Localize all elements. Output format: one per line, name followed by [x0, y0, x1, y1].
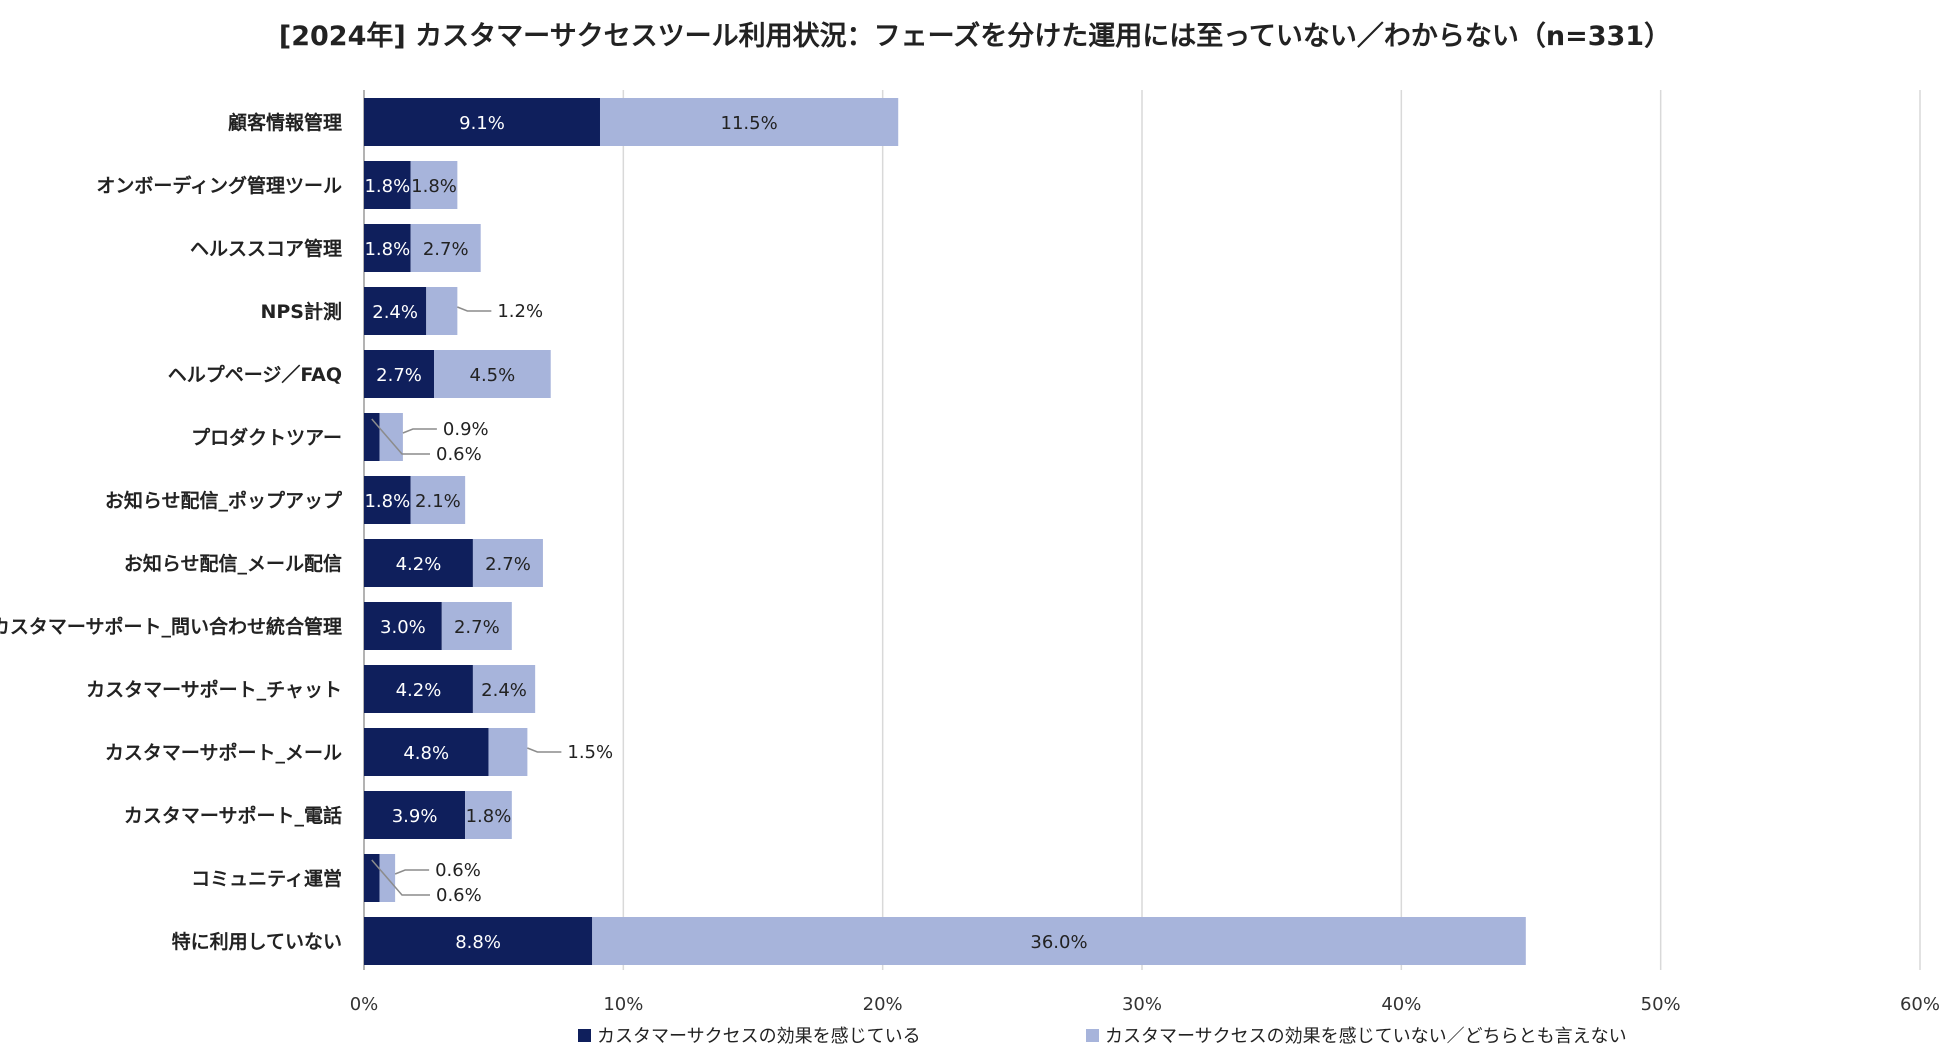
leader-line	[402, 428, 437, 434]
category-label: カスタマーサポート_問い合わせ統合管理	[0, 615, 342, 638]
legend-label-not-effective: カスタマーサクセスの効果を感じていない／どちらとも言えない	[1105, 1026, 1627, 1047]
bar-segment-effective	[364, 917, 593, 965]
bar-chart: 0% 10% 20% 30% 40% 50% 60% 顧客情報管理 9.1% 11.5% オンボーデ…	[0, 90, 1940, 1015]
bar-segment-effective	[364, 350, 435, 398]
data-label-not-effective: 1.2%	[497, 301, 543, 322]
data-label-effective: 2.7%	[376, 365, 422, 386]
bar-segment-not-effective	[592, 917, 1526, 965]
category-label: お知らせ配信_ポップアップ	[105, 489, 343, 512]
bar-segment-not-effective	[472, 665, 536, 713]
data-label-effective: 0.6%	[436, 444, 482, 465]
x-tick-label: 30%	[1122, 994, 1162, 1015]
leader-line	[394, 869, 430, 875]
x-tick-label: 10%	[603, 994, 643, 1015]
category-label: オンボーディング管理ツール	[96, 174, 342, 197]
data-label-not-effective: 2.7%	[485, 554, 531, 575]
category-label: NPS計測	[260, 300, 342, 323]
category-label: 特に利用していない	[172, 931, 342, 953]
data-label-effective: 4.2%	[396, 680, 442, 701]
data-label-effective: 2.4%	[372, 302, 418, 323]
bar-segment-not-effective	[434, 350, 551, 398]
data-label-effective: 3.9%	[392, 806, 438, 827]
bar-segment-not-effective	[410, 161, 458, 209]
bar-segment-effective	[364, 161, 411, 209]
category-label: コミュニティ運営	[191, 867, 342, 890]
bar-segment-not-effective	[441, 602, 512, 650]
bar-segment-effective	[364, 665, 473, 713]
leader-line	[371, 859, 430, 896]
data-label-effective: 1.8%	[364, 239, 410, 260]
category-label: プロダクトツアー	[191, 426, 342, 449]
bar-segment-not-effective	[410, 476, 466, 524]
data-label-not-effective: 2.7%	[423, 239, 469, 260]
bar-segment-effective	[364, 728, 489, 776]
data-label-effective: 4.8%	[403, 743, 449, 764]
category-label: カスタマーサポート_チャット	[86, 678, 342, 701]
bar-segment-effective	[364, 602, 442, 650]
data-label-not-effective: 0.9%	[443, 419, 489, 440]
data-label-effective: 9.1%	[459, 113, 505, 134]
data-label-not-effective: 2.1%	[415, 491, 461, 512]
bar-segment-not-effective	[472, 539, 543, 587]
bar-segment-effective	[364, 854, 380, 902]
data-label-not-effective: 2.4%	[481, 680, 527, 701]
legend-item-not-effective: カスタマーサクセスの効果を感じていない／どちらとも言えない	[1086, 1022, 1627, 1048]
legend-label-effective: カスタマーサクセスの効果を感じている	[597, 1026, 921, 1047]
bar-segment-not-effective	[488, 728, 528, 776]
bar-segment-effective	[364, 98, 600, 146]
category-label: 顧客情報管理	[228, 111, 342, 134]
bar-segment-effective	[364, 224, 411, 272]
data-label-not-effective: 0.6%	[435, 860, 481, 881]
data-label-effective: 8.8%	[455, 932, 501, 953]
data-label-effective: 1.8%	[364, 176, 410, 197]
bar-segment-not-effective	[379, 413, 403, 461]
leader-line	[527, 747, 562, 753]
bar-segment-effective	[364, 287, 427, 335]
category-label: ヘルススコア管理	[190, 237, 342, 260]
legend-swatch-not-effective	[1086, 1028, 1099, 1042]
bar-segment-effective	[364, 413, 380, 461]
x-tick-label: 40%	[1381, 994, 1421, 1015]
x-tick-label: 50%	[1641, 994, 1681, 1015]
data-label-effective: 4.2%	[396, 554, 442, 575]
bar-segment-effective	[364, 476, 411, 524]
x-tick-label: 20%	[863, 994, 903, 1015]
data-label-effective: 0.6%	[436, 885, 482, 906]
category-label: ヘルプページ／FAQ	[168, 363, 342, 386]
bar-segment-effective	[364, 791, 466, 839]
bar-segment-effective	[364, 539, 473, 587]
data-label-effective: 1.8%	[364, 491, 410, 512]
legend: カスタマーサクセスの効果を感じている カスタマーサクセスの効果を感じていない／ど…	[0, 1022, 1950, 1052]
data-label-not-effective: 1.8%	[411, 176, 457, 197]
bar-segment-not-effective	[465, 791, 512, 839]
category-label: カスタマーサポート_電話	[124, 804, 342, 827]
chart-title: [2024年] カスタマーサクセスツール利用状況：フェーズを分けた運用には至って…	[278, 21, 1672, 52]
x-tick-label: 0%	[350, 994, 379, 1015]
data-label-not-effective: 2.7%	[454, 617, 500, 638]
legend-swatch-effective	[578, 1028, 591, 1042]
bar-segment-not-effective	[599, 98, 899, 146]
data-label-not-effective: 4.5%	[470, 365, 516, 386]
leader-line	[371, 418, 430, 455]
data-label-not-effective: 1.5%	[567, 742, 613, 763]
data-label-not-effective: 36.0%	[1030, 932, 1087, 953]
category-label: カスタマーサポート_メール	[105, 741, 342, 764]
bar-segment-not-effective	[410, 224, 481, 272]
data-label-not-effective: 11.5%	[721, 113, 778, 134]
x-tick-label: 60%	[1900, 994, 1940, 1015]
category-label: お知らせ配信_メール配信	[124, 552, 342, 575]
bar-segment-not-effective	[426, 287, 458, 335]
leader-line	[457, 306, 492, 312]
data-label-not-effective: 1.8%	[466, 806, 512, 827]
data-label-effective: 3.0%	[380, 617, 426, 638]
legend-item-effective: カスタマーサクセスの効果を感じている	[578, 1022, 921, 1048]
